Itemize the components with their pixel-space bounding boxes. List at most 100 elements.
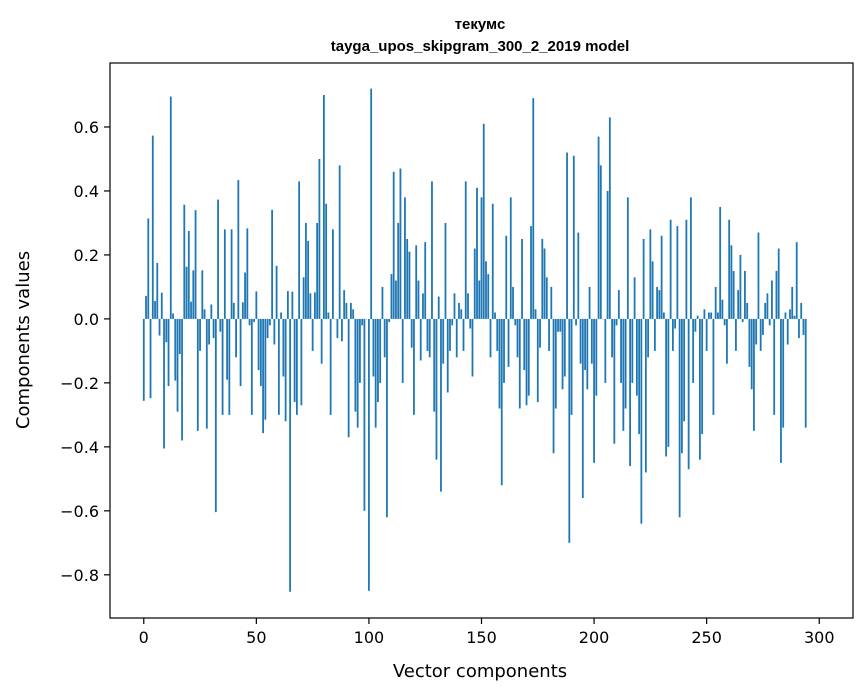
- y-tick-label: 0.4: [74, 182, 99, 201]
- bar-component-291: [798, 318, 800, 339]
- bar-component-211: [617, 290, 620, 319]
- bar-component-214: [624, 318, 627, 409]
- bar-component-258: [723, 318, 726, 326]
- bar-component-59: [275, 265, 278, 319]
- bar-component-241: [685, 219, 688, 319]
- bar-component-3: [149, 318, 152, 399]
- bar-component-265: [739, 254, 742, 319]
- bar-component-156: [494, 312, 496, 319]
- bar-component-131: [437, 296, 440, 319]
- bar-component-127: [428, 318, 431, 358]
- x-tick-label: 150: [466, 628, 497, 647]
- bar-component-61: [280, 312, 283, 319]
- bar-component-65: [289, 318, 292, 592]
- bar-component-218: [633, 277, 636, 319]
- x-tick-label: 100: [354, 628, 385, 647]
- bar-component-282: [777, 248, 780, 319]
- bar-component-124: [422, 293, 424, 319]
- bar-component-118: [408, 251, 411, 319]
- bar-component-86: [336, 318, 339, 339]
- bar-component-174: [534, 309, 537, 319]
- bar-component-201: [595, 318, 598, 396]
- bar-component-203: [599, 165, 602, 319]
- bar-component-163: [509, 197, 512, 319]
- bar-component-278: [768, 318, 771, 326]
- bar-component-92: [350, 302, 352, 319]
- bar-component-188: [566, 152, 568, 319]
- x-axis-label: Vector components: [393, 661, 567, 682]
- bar-component-110: [390, 274, 393, 319]
- bar-component-16: [178, 318, 181, 355]
- bar-component-87: [338, 165, 341, 319]
- bar-component-254: [714, 286, 717, 319]
- bar-component-176: [539, 318, 541, 348]
- bar-component-216: [629, 318, 631, 467]
- bar-component-154: [489, 318, 492, 358]
- bar-component-30: [210, 304, 213, 319]
- bar-component-250: [705, 318, 708, 351]
- bar-component-62: [282, 318, 285, 377]
- bar-component-96: [359, 318, 361, 383]
- bar-component-69: [298, 181, 301, 319]
- chart-subtitle: tayga_upos_skipgram_300_2_2019 model: [331, 38, 630, 55]
- bar-component-233: [667, 318, 670, 447]
- bar-component-137: [451, 318, 454, 326]
- y-tick-label: −0.6: [60, 502, 99, 521]
- bar-component-125: [424, 242, 427, 319]
- bar-component-52: [259, 318, 262, 387]
- bar-component-285: [784, 312, 787, 319]
- bar-component-228: [656, 286, 659, 319]
- bar-component-220: [638, 318, 641, 435]
- y-axis-ticks: −0.8 −0.6 −0.4 −0.2 0.0 0.2 0.4 0.6: [60, 118, 110, 585]
- bar-component-73: [307, 240, 310, 319]
- bar-component-219: [635, 318, 638, 396]
- bar-component-232: [665, 318, 668, 457]
- bar-component-39: [230, 229, 233, 319]
- bar-component-72: [304, 222, 307, 319]
- bar-component-243: [689, 197, 692, 319]
- bar-component-105: [379, 318, 382, 383]
- bar-component-78: [318, 158, 321, 319]
- bar-component-71: [302, 277, 305, 319]
- bar-component-271: [753, 318, 755, 431]
- bar-component-90: [345, 302, 348, 319]
- x-tick-label: 50: [246, 628, 266, 647]
- bar-component-257: [721, 299, 724, 319]
- bar-component-248: [701, 318, 704, 435]
- bar-component-224: [647, 318, 650, 358]
- bar-component-6: [156, 262, 159, 319]
- bar-component-246: [696, 315, 699, 319]
- bar-component-74: [309, 293, 312, 319]
- bar-component-288: [791, 286, 794, 319]
- bar-component-64: [286, 291, 289, 319]
- bar-component-91: [347, 318, 350, 438]
- bar-component-135: [446, 318, 449, 393]
- bar-component-109: [388, 318, 391, 323]
- bar-component-175: [536, 318, 539, 403]
- bar-component-144: [467, 293, 469, 319]
- bar-component-207: [608, 117, 611, 319]
- bar-component-197: [586, 318, 589, 390]
- bar-component-22: [192, 270, 195, 319]
- bar-component-167: [518, 318, 521, 409]
- bar-component-184: [557, 318, 559, 332]
- bar-component-290: [795, 242, 798, 319]
- bar-component-186: [561, 318, 564, 390]
- bar-component-120: [413, 318, 415, 415]
- bar-component-26: [201, 270, 204, 319]
- y-tick-label: 0.0: [74, 310, 99, 329]
- plot-area-frame: [109, 62, 854, 619]
- bar-component-44: [241, 302, 244, 319]
- bar-component-146: [471, 318, 474, 377]
- bar-component-138: [453, 293, 456, 319]
- bar-component-108: [386, 318, 388, 518]
- bar-component-183: [554, 318, 557, 409]
- bar-component-273: [757, 232, 760, 319]
- bar-component-269: [748, 318, 751, 367]
- bar-component-148: [476, 187, 478, 319]
- bar-component-231: [662, 312, 665, 319]
- bar-component-245: [694, 318, 697, 332]
- bar-component-142: [462, 318, 465, 351]
- bar-component-240: [683, 318, 686, 422]
